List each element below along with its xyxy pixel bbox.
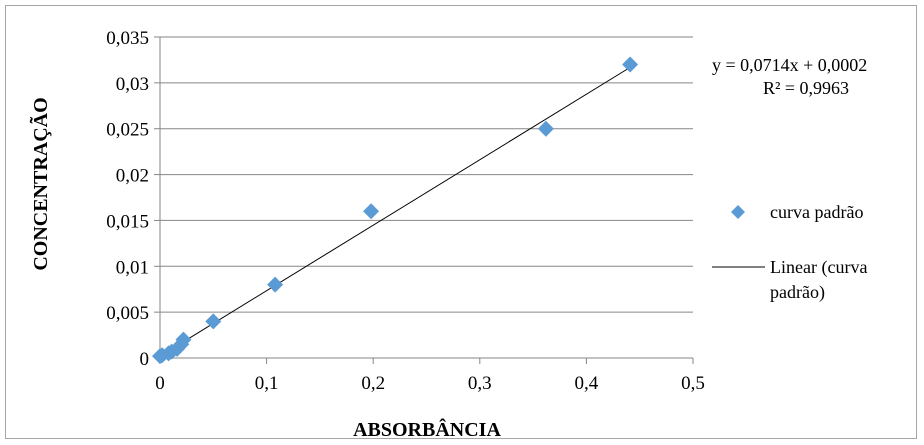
- legend-label-series: curva padrão: [770, 202, 863, 222]
- y-tick-label-6: 0,03: [116, 74, 149, 95]
- trendline-equation: y = 0,0714x + 0,0002: [712, 55, 867, 75]
- y-tick-label-0: 0: [140, 349, 150, 370]
- y-tick-label-4: 0,02: [116, 166, 149, 187]
- y-tick-label-3: 0,015: [106, 211, 149, 232]
- x-tick-label-1: 0,1: [255, 373, 279, 394]
- data-points: [152, 56, 639, 365]
- trendline-r-squared: R² = 0,9963: [763, 78, 849, 98]
- legend-label-trendline-2: padrão): [770, 282, 825, 303]
- trendline-group: [159, 66, 631, 357]
- y-tick-label-2: 0,01: [116, 257, 149, 278]
- trendline: [159, 66, 631, 357]
- data-point-8: [267, 276, 284, 293]
- legend-label-trendline-1: Linear (curva: [770, 257, 867, 278]
- data-point-10: [537, 120, 554, 137]
- data-point-11: [622, 56, 639, 73]
- x-tick-label-2: 0,2: [361, 373, 385, 394]
- y-tick-labels: 0 0,005 0,01 0,015 0,02 0,025 0,03 0,035: [106, 28, 149, 370]
- x-tick-labels: 0 0,1 0,2 0,3 0,4 0,5: [155, 373, 705, 394]
- x-tick-label-0: 0: [155, 373, 165, 394]
- y-tick-label-5: 0,025: [106, 120, 149, 141]
- x-tick-label-4: 0,4: [575, 373, 599, 394]
- data-point-9: [363, 203, 380, 220]
- data-point-7: [205, 313, 222, 330]
- y-tick-label-7: 0,035: [106, 28, 149, 49]
- x-tick-label-5: 0,5: [681, 373, 705, 394]
- chart-frame: [5, 5, 917, 439]
- x-tick-label-3: 0,3: [468, 373, 492, 394]
- x-axis-title: ABSORBÂNCIA: [353, 417, 501, 441]
- legend: curva padrão Linear (curva padrão): [712, 202, 867, 303]
- y-axis-title: CONCENTRAÇÃO: [29, 97, 52, 270]
- axes: [154, 36, 694, 364]
- legend-marker-diamond: [731, 205, 745, 219]
- y-tick-label-1: 0,005: [106, 303, 149, 324]
- data-point-6: [175, 331, 192, 348]
